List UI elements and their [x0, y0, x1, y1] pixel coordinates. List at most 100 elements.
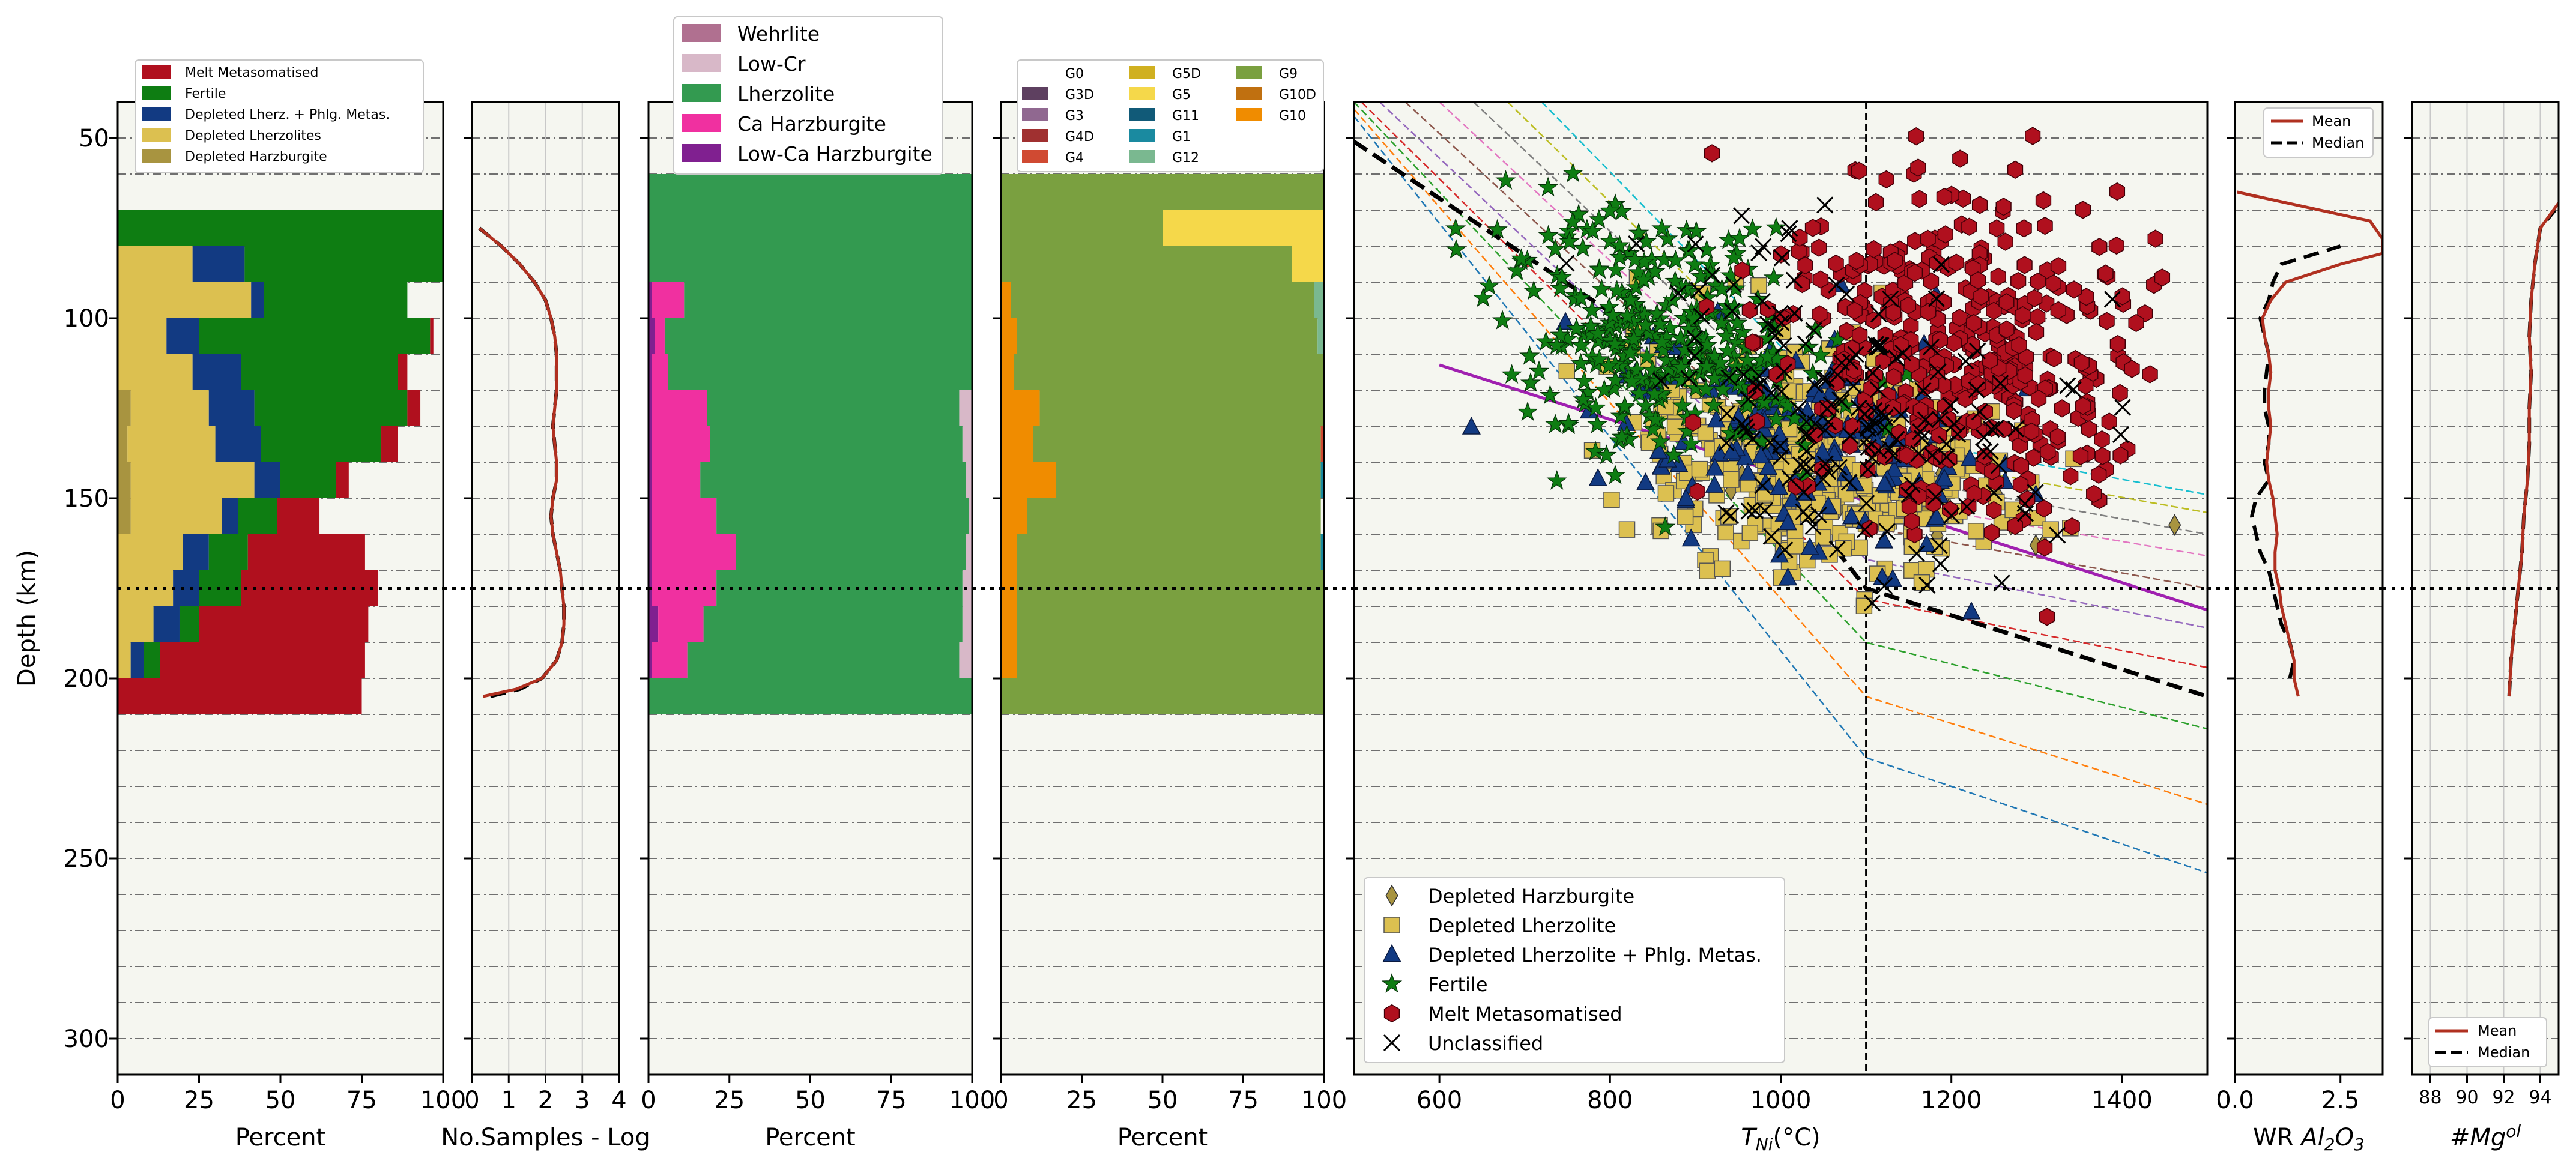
scatter-point: [1535, 331, 1556, 351]
scatter-point: [1927, 507, 1946, 525]
scatter-point: [1725, 276, 1743, 294]
scatter-point: [1582, 220, 1603, 240]
scatter-point: [1754, 477, 1771, 495]
bar-segment: [247, 534, 365, 570]
bar-segment: [118, 318, 167, 354]
scatter-point: [1795, 484, 1813, 501]
scatter-point: [1936, 187, 1953, 207]
scatter-point: [1737, 395, 1758, 415]
bar-segment: [652, 462, 701, 498]
bar-segment: [1039, 390, 1324, 426]
scatter-point: [1930, 537, 1948, 555]
scatter-point: [1655, 516, 1676, 536]
bar-segment: [966, 534, 972, 570]
scatter-point: [1744, 333, 1761, 352]
scatter-point: [1868, 339, 1885, 356]
scatter-point: [1875, 473, 1894, 492]
scatter-point: [1551, 267, 1573, 286]
scatter-point: [1506, 260, 1528, 280]
scatter-point: [1842, 427, 1859, 445]
bar-segment: [716, 498, 969, 534]
mean-line: [2236, 190, 2383, 697]
x-tick-label: 0: [641, 1087, 656, 1114]
scatter-point: [2049, 526, 2066, 544]
bar-segment: [652, 354, 668, 390]
scatter-point: [1722, 507, 1740, 525]
scatter-point: [1918, 576, 1936, 594]
x-axis-label: Percent: [1117, 1124, 1208, 1151]
scatter-point: [2011, 336, 2027, 355]
x-axis-label: WR Al2O3: [2253, 1124, 2365, 1154]
scatter-point: [1938, 435, 1955, 453]
scatter-point: [1598, 355, 1619, 375]
bar-segment: [649, 606, 659, 642]
bar-segment: [966, 462, 972, 498]
x-tick-label: 50: [265, 1087, 296, 1114]
scatter-point: [1628, 382, 1650, 403]
scatter-point: [1864, 364, 1881, 382]
bar-segment: [1017, 642, 1324, 678]
scatter-point: [1788, 477, 1804, 496]
scatter-point: [1903, 476, 1921, 493]
scatter-point: [1717, 504, 1735, 522]
scatter-point: [2007, 420, 2025, 438]
legend-swatch: [1022, 66, 1048, 79]
legend-label: G11: [1172, 109, 1199, 124]
scatter-point: [1741, 301, 1758, 319]
scatter-point: [1588, 468, 1607, 486]
label-part: WR: [2253, 1124, 2301, 1151]
scatter-point: [1686, 330, 1704, 347]
scatter-point: [1773, 249, 1791, 267]
bar-segment: [254, 390, 408, 426]
legend-swatch: [682, 114, 721, 132]
bar-segment: [118, 606, 154, 642]
legend-label: Depleted Harzburgite: [1428, 885, 1634, 908]
x-tick-label: 1400: [2091, 1087, 2153, 1114]
bar-segment: [1314, 282, 1324, 318]
scatter-point: [1568, 204, 1589, 223]
scatter-point: [1693, 307, 1710, 325]
legend-label: G10: [1279, 109, 1306, 124]
scatter-point: [1528, 360, 1550, 381]
scatter-point: [1740, 391, 1757, 408]
scatter-point: [1705, 457, 1725, 476]
scatter-point: [1957, 352, 1974, 370]
x-tick-label: 100: [420, 1087, 466, 1114]
scatter-point: [2036, 538, 2053, 557]
scatter-point: [1558, 363, 1576, 379]
legend-label: Melt Metasomatised: [185, 65, 318, 80]
panel-frame: [2411, 101, 2560, 1076]
scatter-point: [2027, 289, 2043, 307]
scatter-point: [2028, 322, 2045, 342]
scatter-point: [2154, 268, 2171, 287]
bar-segment: [969, 498, 972, 534]
scatter-point: [1812, 305, 1828, 324]
bar-segment: [1014, 354, 1324, 390]
mean-line: [478, 227, 566, 698]
y-tick-label: 50: [79, 125, 109, 152]
scatter-point: [1913, 429, 1931, 447]
scatter-point: [1710, 352, 1731, 372]
scatter-point: [1968, 381, 1985, 399]
scatter-point: [1900, 486, 1918, 504]
scatter-point: [2049, 427, 2066, 446]
scatter-point: [1686, 220, 1707, 241]
bar-segment: [703, 606, 963, 642]
bar-segment: [280, 462, 336, 498]
scatter-point: [1698, 297, 1715, 316]
clipped-samples-log: [478, 226, 566, 698]
bar-segment: [959, 642, 972, 678]
x-tick-label: 50: [1147, 1087, 1178, 1114]
scatter-point: [1838, 285, 1855, 303]
scatter-point: [1674, 339, 1695, 360]
bar-segment: [684, 282, 972, 318]
scatter-point: [2039, 608, 2055, 626]
legend-label: G10D: [1279, 88, 1316, 103]
x-tick-label: 600: [1416, 1087, 1462, 1114]
legend-label: G3D: [1065, 88, 1094, 103]
scatter-point: [2086, 484, 2102, 503]
legend-label: Depleted Lherz. + Phlg. Metas.: [185, 107, 390, 122]
scatter-point: [1738, 423, 1756, 441]
scatter-point: [1759, 300, 1776, 319]
